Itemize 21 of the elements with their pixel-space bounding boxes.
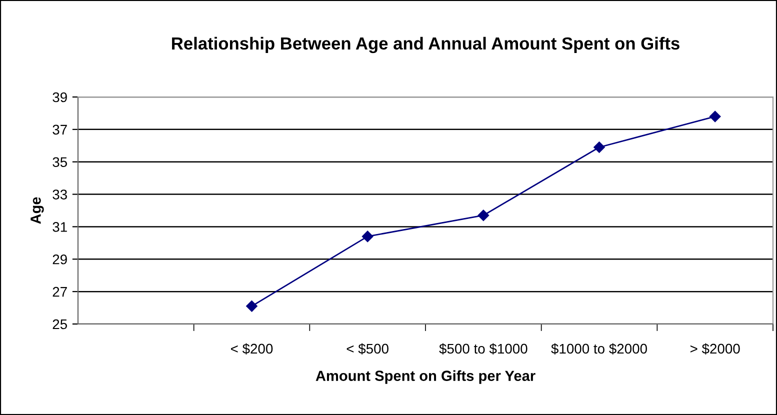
y-axis-title: Age	[30, 197, 44, 224]
y-tick-label: 33	[52, 190, 67, 200]
y-tick-label: 29	[52, 254, 67, 264]
x-tick-label: $500 to $1000	[439, 343, 528, 354]
y-tick-label: 27	[52, 286, 67, 297]
x-axis-title: Amount Spent on Gifts per Year	[316, 370, 536, 384]
x-tick-label: < $500	[346, 343, 388, 354]
x-tick-label: $1000 to $2000	[551, 343, 647, 354]
x-tick-label: < $200	[231, 343, 273, 354]
y-tick-label: 35	[52, 157, 68, 168]
x-tick-label: > $2000	[690, 343, 740, 354]
y-tick-label: 25	[52, 319, 68, 330]
point	[362, 230, 374, 242]
point	[594, 142, 605, 153]
point	[246, 300, 258, 312]
y-tick-label: 37	[52, 124, 67, 135]
chart-title: Relationship Between Age and Annual Amount Spent on Gifts	[172, 36, 680, 54]
point	[709, 110, 721, 122]
y-tick-label: 31	[52, 222, 67, 232]
y-tick-label: 39	[52, 92, 67, 102]
point	[478, 210, 490, 221]
